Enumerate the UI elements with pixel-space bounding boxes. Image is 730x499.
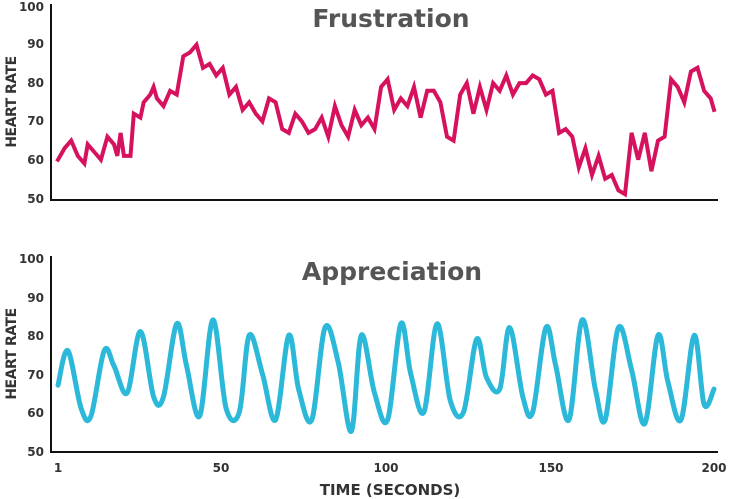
x-tick-label: 1: [54, 461, 62, 475]
y-ticks-appreciation: 100 90 80 70 60 50: [19, 252, 44, 459]
y-tick-label: 50: [27, 445, 44, 459]
x-ticks-appreciation: 1 50 100 150 200: [54, 461, 727, 475]
panel-appreciation: Appreciation HEART RATE 100 90 80 70 60 …: [4, 252, 727, 499]
x-tick-label: 200: [701, 461, 726, 475]
chart-title-frustration: Frustration: [312, 4, 469, 33]
y-tick-label: 50: [27, 192, 44, 206]
series-line-appreciation: [55, 317, 717, 434]
y-tick-label: 100: [19, 0, 44, 14]
y-axis-label-appreciation: HEART RATE: [4, 308, 20, 399]
x-axis-label: TIME (SECONDS): [320, 481, 461, 499]
y-tick-label: 70: [27, 114, 44, 128]
y-tick-label: 70: [27, 368, 44, 382]
y-tick-label: 90: [27, 291, 44, 305]
chart-title-appreciation: Appreciation: [302, 257, 482, 286]
y-axis-label-frustration: HEART RATE: [4, 56, 20, 147]
y-tick-label: 60: [27, 406, 44, 420]
y-ticks-frustration: 100 90 80 70 60 50: [19, 0, 44, 206]
y-tick-label: 60: [27, 153, 44, 167]
y-tick-label: 90: [27, 37, 44, 51]
panel-frustration: Frustration HEART RATE 100 90 80 70 60 5…: [4, 0, 718, 206]
x-tick-label: 150: [538, 461, 563, 475]
x-tick-label: 100: [373, 461, 398, 475]
x-tick-label: 50: [213, 461, 230, 475]
y-tick-label: 100: [19, 252, 44, 266]
y-tick-label: 80: [27, 329, 44, 343]
series-line-frustration: [55, 40, 717, 198]
y-tick-label: 80: [27, 76, 44, 90]
